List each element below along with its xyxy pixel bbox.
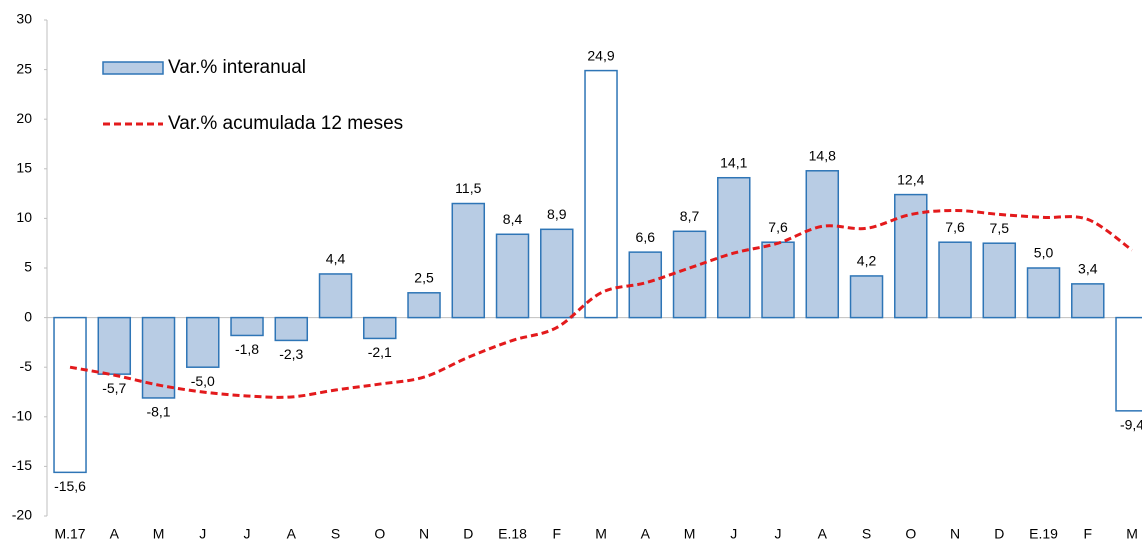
data-label: -5,0 — [191, 373, 215, 389]
data-label: 8,4 — [503, 211, 523, 227]
bar — [495, 233, 530, 319]
y-tick-label: 10 — [16, 209, 32, 225]
bar — [982, 242, 1017, 319]
bar — [274, 316, 309, 342]
bar — [938, 241, 972, 319]
x-tick-label: M — [595, 526, 607, 542]
data-label: -15,6 — [54, 478, 86, 494]
data-label: -9,4 — [1120, 417, 1142, 433]
bar — [894, 193, 928, 319]
bar — [717, 176, 751, 319]
bar — [318, 273, 353, 319]
data-label: 7,6 — [768, 219, 788, 235]
data-label: 8,7 — [680, 208, 700, 224]
data-label: -5,7 — [102, 380, 126, 396]
data-label: -2,1 — [368, 344, 392, 360]
data-label: 4,4 — [326, 251, 346, 267]
bar — [97, 316, 132, 375]
data-label: 24,9 — [587, 47, 614, 63]
data-label: 12,4 — [897, 171, 924, 187]
y-tick-label: -15 — [12, 457, 32, 473]
bar — [672, 230, 707, 319]
x-tick-label: E.18 — [498, 526, 527, 542]
y-tick-label: -10 — [12, 408, 32, 424]
x-tick-label: E.19 — [1029, 526, 1058, 542]
x-tick-label: J — [199, 526, 206, 542]
bar — [1071, 283, 1105, 319]
x-tick-label: F — [1083, 526, 1092, 542]
x-tick-label: S — [331, 526, 340, 542]
x-tick-label: A — [641, 526, 651, 542]
bar — [849, 275, 884, 319]
x-tick-label: A — [818, 526, 828, 542]
data-label: 4,2 — [857, 253, 877, 269]
x-tick-label: M — [153, 526, 165, 542]
legend-label: Var.% interanual — [168, 57, 306, 78]
x-tick-label: A — [110, 526, 120, 542]
data-label: 8,9 — [547, 206, 567, 222]
y-tick-label: -5 — [20, 358, 33, 374]
x-tick-label: M.17 — [54, 526, 85, 542]
data-label: 7,6 — [945, 219, 965, 235]
x-tick-label: S — [862, 526, 871, 542]
bar — [1115, 316, 1142, 412]
legend-label: Var.% acumulada 12 meses — [168, 113, 403, 134]
y-tick-label: 20 — [16, 110, 32, 126]
data-label: 7,5 — [990, 220, 1010, 236]
bar — [451, 202, 486, 319]
data-label: -2,3 — [279, 346, 303, 362]
bar — [761, 241, 795, 319]
x-tick-label: M — [1126, 526, 1138, 542]
line — [69, 208, 1133, 399]
bar — [805, 170, 840, 319]
x-tick-label: D — [994, 526, 1004, 542]
x-tick-label: A — [287, 526, 297, 542]
bar — [584, 69, 618, 319]
y-tick-label: 25 — [16, 60, 32, 76]
bar — [1026, 267, 1061, 319]
y-tick-label: 0 — [24, 308, 32, 324]
data-label: 11,5 — [455, 180, 481, 196]
y-tick-label: 15 — [16, 160, 32, 176]
bar — [628, 251, 663, 319]
x-tick-label: J — [775, 526, 782, 542]
x-tick-label: O — [374, 526, 385, 542]
bar — [540, 228, 574, 319]
x-tick-label: J — [244, 526, 251, 542]
x-tick-label: N — [950, 526, 960, 542]
bar — [363, 316, 397, 340]
y-tick-label: -20 — [12, 507, 32, 523]
x-tick-label: O — [905, 526, 916, 542]
data-label: 2,5 — [414, 270, 434, 286]
bar — [407, 292, 441, 319]
data-label: 6,6 — [636, 229, 656, 245]
data-label: -1,8 — [235, 341, 259, 357]
data-label: 14,1 — [720, 154, 747, 170]
data-label: 3,4 — [1078, 261, 1098, 277]
x-tick-label: F — [552, 526, 561, 542]
bar — [230, 316, 264, 337]
data-label: -8,1 — [146, 404, 170, 420]
legend-swatch — [102, 61, 164, 75]
data-label: 5,0 — [1034, 245, 1054, 261]
x-tick-label: N — [419, 526, 429, 542]
x-tick-label: J — [730, 526, 737, 542]
bar — [53, 316, 87, 474]
x-tick-label: D — [463, 526, 473, 542]
bar — [186, 316, 220, 368]
y-tick-label: 5 — [24, 259, 32, 275]
x-tick-label: M — [684, 526, 696, 542]
data-label: 14,8 — [809, 147, 836, 163]
y-tick-label: 30 — [16, 11, 32, 27]
